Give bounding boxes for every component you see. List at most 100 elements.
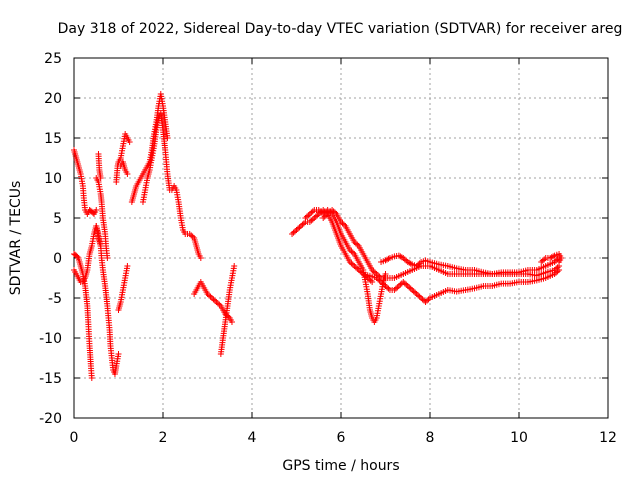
data-point: [418, 295, 425, 301]
data-point: [346, 247, 353, 253]
data-point: [308, 217, 315, 224]
data-point: [197, 255, 204, 261]
data-point: [306, 211, 313, 217]
axis-ticks: [73, 57, 609, 419]
data-point: [425, 296, 432, 303]
data-point: [372, 269, 379, 276]
data-point: [323, 212, 330, 219]
data-point: [349, 249, 356, 256]
data-point: [124, 263, 131, 269]
y-tick-label: -15: [39, 371, 62, 387]
data-point: [338, 219, 344, 225]
data-point: [382, 283, 389, 289]
x-tick-label: 10: [510, 430, 528, 446]
data-point: [231, 263, 238, 269]
data-point: [228, 319, 235, 325]
x-axis-tick-labels: 0 2 4 6 8 10 12: [70, 430, 617, 446]
y-tick-label: 5: [53, 211, 62, 227]
data-point: [367, 277, 374, 284]
data-point: [312, 213, 319, 220]
data-point: [409, 287, 416, 293]
data-point: [538, 259, 545, 265]
data-point: [556, 267, 563, 273]
data-point: [329, 207, 336, 213]
x-tick-label: 4: [248, 430, 257, 446]
data-point: [391, 287, 398, 293]
data-point: [424, 297, 431, 304]
data-point: [339, 220, 346, 227]
data-point: [293, 227, 300, 233]
data-point: [332, 209, 339, 216]
data-point: [93, 207, 100, 213]
data-point: [317, 208, 324, 215]
x-tick-label: 0: [70, 430, 79, 446]
data-point: [124, 171, 131, 177]
y-tick-label: 0: [53, 251, 62, 267]
data-point: [410, 288, 417, 295]
data-point: [413, 263, 420, 269]
data-point: [554, 268, 561, 275]
data-point: [375, 276, 382, 283]
data-point: [357, 268, 364, 275]
data-point: [321, 213, 328, 220]
data-point: [294, 225, 301, 232]
data-point: [308, 209, 315, 216]
y-tick-label: 10: [44, 171, 62, 187]
data-point: [320, 215, 327, 221]
y-tick-label: 25: [44, 51, 62, 67]
x-tick-label: 6: [337, 430, 346, 446]
data-point: [302, 215, 309, 221]
data-point: [404, 283, 411, 289]
data-point: [369, 267, 376, 273]
data-point: [126, 139, 133, 145]
data-point: [400, 255, 407, 261]
data-point: [324, 211, 331, 217]
data-point: [556, 259, 563, 265]
y-axis-label: SDTVAR / TECUs: [8, 181, 24, 296]
data-point: [88, 375, 95, 381]
data-point: [407, 285, 414, 292]
data-point: [373, 275, 380, 281]
chart-title: Day 318 of 2022, Sidereal Day-to-day VTE…: [58, 21, 623, 37]
data-point: [412, 289, 419, 296]
data-point: [349, 261, 356, 268]
data-point: [378, 279, 385, 285]
data-point: [354, 265, 361, 272]
data-point: [204, 291, 211, 297]
data-point: [314, 212, 321, 219]
data-point: [413, 291, 420, 297]
data-point: [392, 285, 399, 292]
data-point: [303, 213, 310, 220]
data-point: [376, 277, 383, 284]
data-point: [115, 351, 122, 357]
data-point: [340, 221, 347, 228]
y-tick-label: 20: [44, 91, 62, 107]
data-point: [541, 256, 548, 263]
data-point: [207, 293, 214, 300]
data-point: [311, 215, 318, 221]
data-point: [306, 219, 313, 225]
data-point: [346, 259, 353, 265]
data-point: [305, 212, 312, 219]
y-tick-label: -20: [39, 411, 62, 427]
data-point: [309, 208, 316, 215]
data-point: [394, 284, 401, 291]
x-tick-label: 2: [159, 430, 168, 446]
data-point: [415, 292, 422, 299]
data-point: [383, 284, 390, 291]
data-point: [186, 231, 193, 237]
data-point: [188, 232, 195, 239]
data-point: [397, 281, 404, 288]
data-points: [71, 91, 565, 381]
data-point: [550, 253, 557, 260]
data-point: [297, 223, 304, 229]
data-point: [369, 279, 376, 285]
y-tick-label: -10: [39, 331, 62, 347]
data-point: [299, 221, 306, 228]
data-point: [400, 279, 407, 285]
data-point: [553, 269, 560, 276]
data-point: [403, 281, 410, 288]
y-tick-label: -5: [48, 291, 62, 307]
